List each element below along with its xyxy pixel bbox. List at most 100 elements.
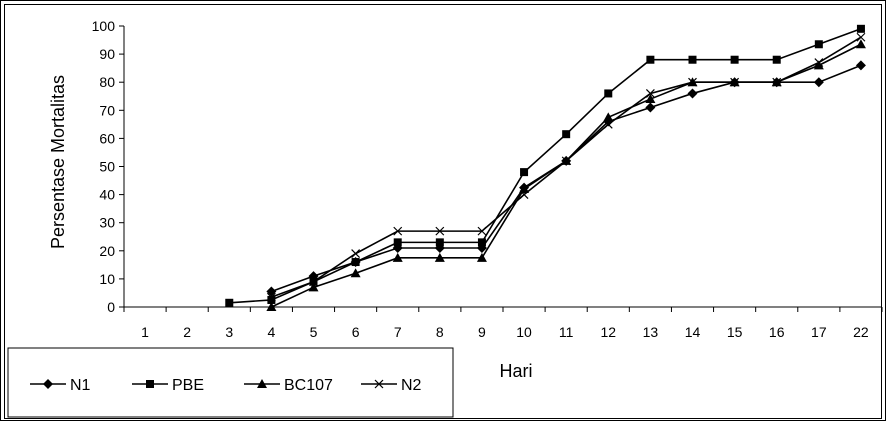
x-tick-label: 16 xyxy=(769,324,785,340)
data-point-n2 xyxy=(603,119,613,129)
y-tick-label: 50 xyxy=(99,159,115,175)
legend-item-n2: N2 xyxy=(361,377,422,394)
data-point-pbe xyxy=(856,24,865,33)
x-tick-label: 9 xyxy=(478,324,486,340)
data-point-n1 xyxy=(855,60,866,71)
data-point-pbe xyxy=(520,168,529,177)
legend-item-pbe: PBE xyxy=(132,377,204,394)
data-point-pbe xyxy=(267,295,276,304)
data-point-pbe xyxy=(351,258,360,267)
legend-marker-n1 xyxy=(43,379,53,389)
legend-label: PBE xyxy=(172,377,204,394)
series-line-n1 xyxy=(271,64,862,293)
data-point-n2 xyxy=(645,89,655,98)
x-tick-label: 13 xyxy=(643,324,659,340)
data-point-pbe xyxy=(604,89,613,98)
legend-item-n1: N1 xyxy=(30,377,91,394)
series-layer xyxy=(225,24,866,311)
x-tick-label: 10 xyxy=(516,324,532,340)
legend-label: BC107 xyxy=(284,377,333,394)
x-axis-ticks: 1 2 3 4 5 6 7 8 9 10 11 12 13 14 15 16 17 22 xyxy=(123,307,883,340)
data-point-bc107 xyxy=(519,183,530,193)
x-tick-label: 12 xyxy=(600,324,616,340)
x-tick-label: 15 xyxy=(727,324,743,340)
x-tick-label: 3 xyxy=(225,324,233,340)
y-tick-label: 40 xyxy=(99,187,115,203)
data-point-pbe xyxy=(562,130,571,139)
data-point-n2 xyxy=(519,190,529,200)
y-tick-label: 70 xyxy=(99,102,115,118)
x-tick-label: 11 xyxy=(559,324,574,340)
series-line-n2 xyxy=(271,36,862,298)
data-point-n2 xyxy=(730,77,740,87)
series-line-bc107 xyxy=(271,43,862,308)
legend-label: N2 xyxy=(401,377,422,394)
data-point-n2 xyxy=(814,58,824,67)
y-tick-label: 30 xyxy=(99,215,115,231)
data-point-pbe xyxy=(772,55,781,64)
x-axis-label: Hari xyxy=(499,361,532,381)
legend-label: N1 xyxy=(70,377,91,394)
data-point-bc107 xyxy=(434,252,445,262)
data-point-n2 xyxy=(435,226,445,236)
data-point-n2 xyxy=(309,277,318,287)
data-point-n1 xyxy=(813,77,824,88)
series-line-pbe xyxy=(229,28,862,304)
data-point-bc107 xyxy=(476,252,487,262)
y-axis-ticks: 0 10 20 30 40 50 60 70 80 90 100 xyxy=(92,18,124,315)
data-point-pbe xyxy=(814,40,823,49)
data-point-bc107 xyxy=(645,94,656,104)
x-tick-label: 4 xyxy=(267,324,275,340)
legend-item-bc107: BC107 xyxy=(244,377,333,394)
data-point-n2 xyxy=(772,77,782,87)
data-point-pbe xyxy=(477,238,486,247)
x-tick-label: 8 xyxy=(436,324,444,340)
x-tick-label: 2 xyxy=(183,324,191,340)
data-point-bc107 xyxy=(308,282,319,292)
y-tick-label: 0 xyxy=(107,299,115,315)
axes xyxy=(123,26,882,308)
data-point-pbe xyxy=(730,55,739,64)
series-pbe xyxy=(225,24,865,307)
series-n2 xyxy=(266,32,866,302)
chart-inner-frame xyxy=(4,4,882,419)
x-tick-label: 22 xyxy=(853,324,869,340)
legend-marker-n2 xyxy=(374,379,384,389)
data-point-bc107 xyxy=(266,302,277,311)
y-tick-label: 80 xyxy=(99,74,115,90)
legend-items: N1 PBE BC107 N2 xyxy=(30,377,422,394)
data-point-n2 xyxy=(561,156,571,166)
x-tick-label: 14 xyxy=(685,324,701,340)
data-point-bc107 xyxy=(813,60,824,70)
data-point-n1 xyxy=(687,88,698,99)
data-point-n2 xyxy=(477,226,487,236)
data-point-n2 xyxy=(266,292,276,302)
x-tick-label: 17 xyxy=(811,324,827,340)
data-point-bc107 xyxy=(855,39,866,49)
x-tick-label: 5 xyxy=(310,324,318,340)
data-point-pbe xyxy=(393,238,402,247)
data-point-n1 xyxy=(645,102,656,113)
x-tick-label: 6 xyxy=(352,324,360,340)
legend-marker-bc107 xyxy=(257,379,267,388)
x-tick-label: 7 xyxy=(394,324,402,340)
data-point-pbe xyxy=(435,238,444,247)
data-point-bc107 xyxy=(392,252,403,262)
y-tick-label: 100 xyxy=(92,18,116,34)
data-point-pbe xyxy=(646,55,655,64)
data-point-pbe xyxy=(225,298,234,307)
y-tick-label: 20 xyxy=(99,243,115,259)
x-tick-label: 1 xyxy=(141,324,149,340)
legend-box xyxy=(7,347,454,418)
y-tick-label: 10 xyxy=(99,271,115,287)
legend-marker-pbe xyxy=(146,380,154,388)
legend: N1 PBE BC107 N2 xyxy=(7,347,454,418)
y-tick-label: 90 xyxy=(99,46,115,62)
data-point-n2 xyxy=(351,249,361,259)
y-axis-label: Persentase Mortalitas xyxy=(48,75,68,249)
data-point-bc107 xyxy=(350,268,361,278)
y-tick-label: 60 xyxy=(99,130,115,146)
data-point-bc107 xyxy=(603,112,614,122)
data-point-n2 xyxy=(393,226,403,236)
